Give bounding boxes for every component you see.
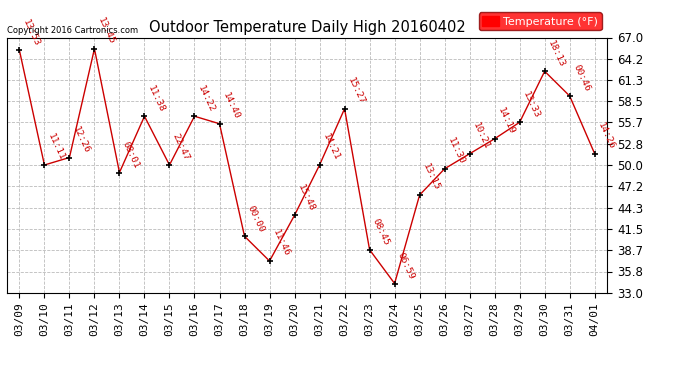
Text: 00:00: 00:00 xyxy=(246,204,266,234)
Text: 14:19: 14:19 xyxy=(496,106,516,136)
Title: Outdoor Temperature Daily High 20160402: Outdoor Temperature Daily High 20160402 xyxy=(148,20,466,35)
Text: Copyright 2016 Cartronics.com: Copyright 2016 Cartronics.com xyxy=(7,26,138,35)
Text: 00:46: 00:46 xyxy=(571,63,591,93)
Text: 22:47: 22:47 xyxy=(171,132,191,162)
Text: 13:33: 13:33 xyxy=(521,90,542,120)
Text: 11:38: 11:38 xyxy=(146,84,166,114)
Text: 14:21: 14:21 xyxy=(321,132,342,162)
Text: 11:30: 11:30 xyxy=(446,136,466,166)
Text: 15:48: 15:48 xyxy=(296,183,316,213)
Text: 14:40: 14:40 xyxy=(221,91,242,121)
Text: 14:26: 14:26 xyxy=(596,121,616,151)
Text: 13:15: 13:15 xyxy=(421,162,442,192)
Text: 14:22: 14:22 xyxy=(196,84,216,114)
Text: 11:46: 11:46 xyxy=(271,228,291,258)
Legend: Temperature (°F): Temperature (°F) xyxy=(479,12,602,30)
Text: 15:27: 15:27 xyxy=(346,76,366,106)
Text: 10:21: 10:21 xyxy=(471,121,491,151)
Text: 18:13: 18:13 xyxy=(546,39,566,69)
Text: 08:01: 08:01 xyxy=(121,140,141,170)
Text: 08:45: 08:45 xyxy=(371,217,391,247)
Text: 06:59: 06:59 xyxy=(396,251,416,281)
Text: 13:53: 13:53 xyxy=(21,18,41,48)
Text: 11:11: 11:11 xyxy=(46,132,66,162)
Text: 13:45: 13:45 xyxy=(96,16,116,46)
Text: 12:26: 12:26 xyxy=(71,125,91,155)
